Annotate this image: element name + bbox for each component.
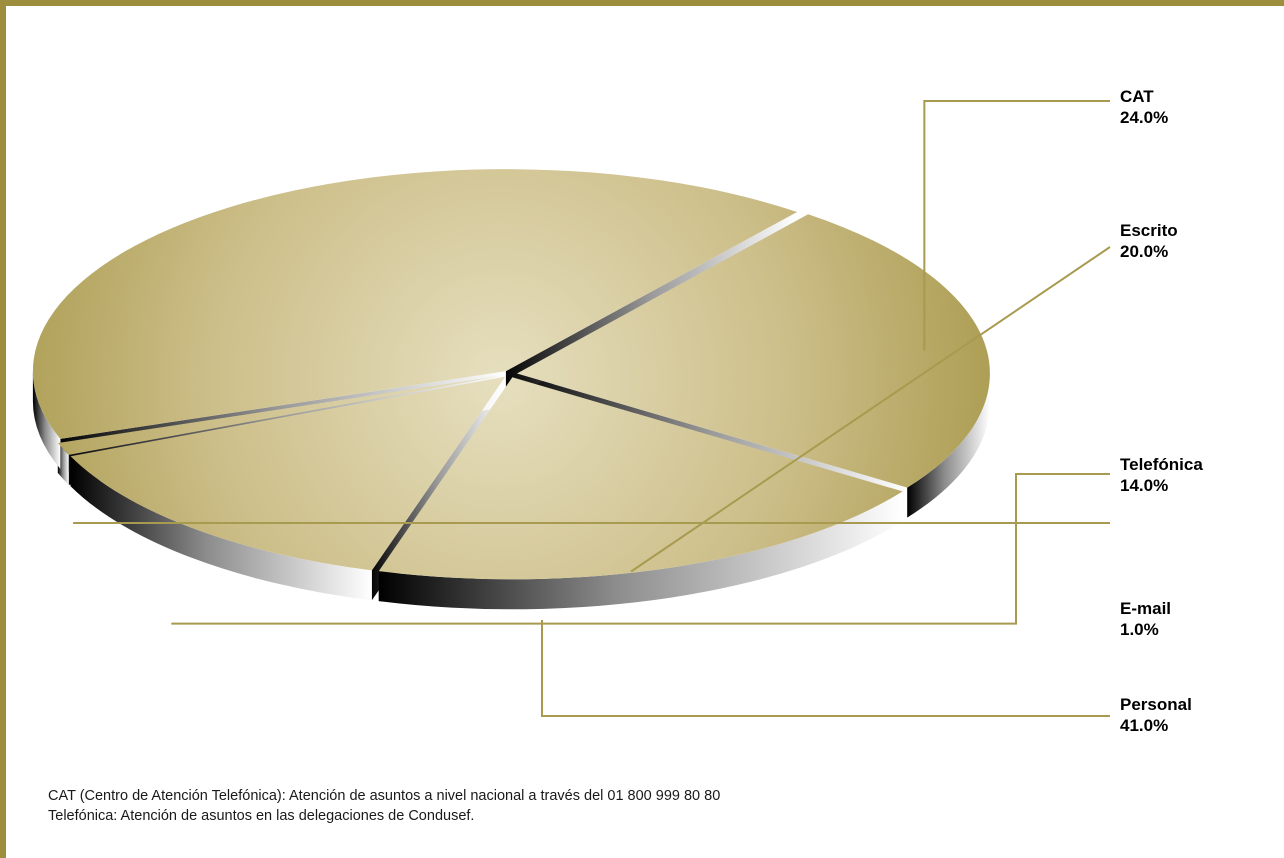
slice-side-personal — [32, 371, 61, 469]
slice-value-email: 1.0% — [1120, 620, 1159, 639]
leader-line-personal — [541, 620, 1110, 717]
slice-value-cat: 24.0% — [1120, 108, 1169, 127]
slice-name-cat: CAT — [1120, 87, 1154, 106]
slice-email — [57, 375, 504, 455]
slice-value-escrito: 20.0% — [1120, 242, 1169, 261]
legend-label-telefonica: Telefónica 14.0% — [1120, 454, 1203, 496]
legend-label-cat: CAT 24.0% — [1120, 86, 1168, 128]
slice-side-escrito — [378, 491, 903, 610]
footnote-telefonica: Telefónica: Atención de asuntos en las d… — [48, 808, 475, 824]
slice-personal — [32, 169, 798, 439]
legend-label-escrito: Escrito 20.0% — [1120, 220, 1178, 262]
legend-label-personal: Personal 41.0% — [1120, 694, 1192, 736]
slice-telefonica — [70, 376, 506, 571]
frame-border-top — [0, 0, 1284, 6]
slice-name-email: E-mail — [1120, 599, 1172, 618]
slice-escrito — [378, 377, 903, 580]
legend-label-email: E-mail 1.0% — [1120, 598, 1171, 640]
frame-border-left — [0, 0, 6, 858]
slice-cat — [516, 214, 990, 488]
slice-name-escrito: Escrito — [1120, 221, 1178, 240]
leader-line-telefonica — [171, 473, 1110, 625]
leader-line-cat — [923, 100, 1110, 351]
slice-side-cat — [907, 373, 990, 518]
slice-value-telefonica: 14.0% — [1120, 476, 1169, 495]
slice-name-personal: Personal — [1120, 695, 1192, 714]
slice-side-telefonica — [70, 456, 372, 601]
slice-side-email — [57, 443, 69, 485]
slice-value-personal: 41.0% — [1120, 716, 1169, 735]
footnote-cat: CAT (Centro de Atención Telefónica): Ate… — [48, 788, 721, 804]
leader-line-escrito — [630, 246, 1111, 573]
slice-name-telefonica: Telefónica — [1120, 455, 1203, 474]
